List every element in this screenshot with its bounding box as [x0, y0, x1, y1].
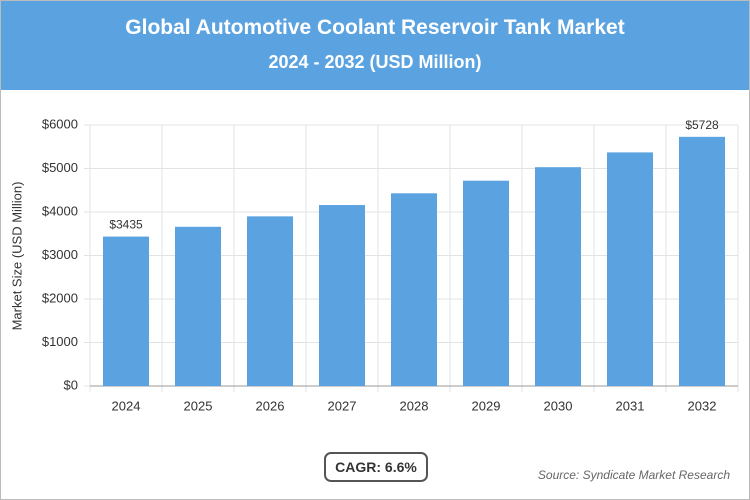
value-label: $3435	[109, 218, 143, 232]
x-tick-label: 2027	[328, 398, 357, 413]
x-tick-label: 2028	[400, 398, 429, 413]
source: Source: Syndicate Market Research	[537, 468, 730, 482]
bar	[679, 136, 725, 386]
chart-title: Global Automotive Coolant Reservoir Tank…	[125, 16, 625, 39]
y-tick-label: $2000	[42, 290, 78, 305]
cagr-badge: CAGR: 6.6%	[324, 452, 428, 482]
bar	[607, 152, 653, 386]
value-label: $5728	[685, 118, 719, 132]
bar	[247, 216, 293, 386]
x-tick-label: 2024	[112, 398, 141, 413]
x-tick-label: 2025	[184, 398, 213, 413]
bar	[463, 180, 509, 386]
bar	[319, 205, 365, 386]
title-banner: Global Automotive Coolant Reservoir Tank…	[0, 0, 750, 90]
bar	[391, 193, 437, 386]
x-tick-label: 2029	[472, 398, 501, 413]
chart-subtitle: 2024 - 2032 (USD Million)	[268, 52, 482, 72]
x-tick-label: 2032	[688, 398, 717, 413]
y-tick-label: $4000	[42, 203, 78, 218]
x-tick-label: 2030	[544, 398, 573, 413]
bar	[175, 226, 221, 386]
y-tick-label: $3000	[42, 247, 78, 262]
bar	[535, 167, 581, 386]
y-axis-label: Market Size (USD Million)	[9, 182, 24, 331]
x-tick-label: 2031	[616, 398, 645, 413]
y-tick-label: $6000	[42, 116, 78, 131]
y-tick-label: $1000	[42, 334, 78, 349]
x-tick-label: 2026	[256, 398, 285, 413]
y-tick-label: $0	[64, 377, 78, 392]
y-tick-label: $5000	[42, 160, 78, 175]
bar	[103, 236, 149, 386]
